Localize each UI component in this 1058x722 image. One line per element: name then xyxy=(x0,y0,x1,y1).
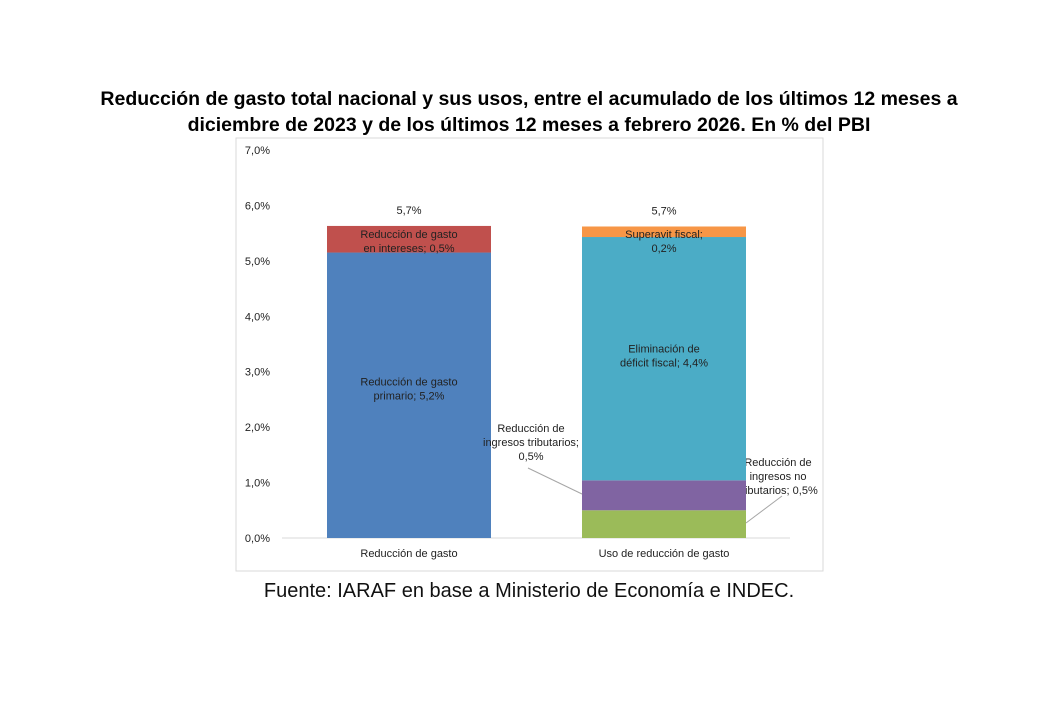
leader-line xyxy=(527,467,583,495)
y-tick-label: 6,0% xyxy=(245,200,270,212)
data-label: ingresos tributarios; xyxy=(483,437,579,449)
data-label: 0,2% xyxy=(651,243,676,255)
x-tick-label: Reducción de gasto xyxy=(360,548,457,560)
data-label: Reducción de gasto xyxy=(360,229,457,241)
y-tick-label: 4,0% xyxy=(245,311,270,323)
data-label: Eliminación de xyxy=(628,343,700,355)
data-label: Reducción de xyxy=(744,457,811,469)
bar-segment xyxy=(327,225,491,253)
y-tick-label: 7,0% xyxy=(245,145,270,157)
chart-title-line-1: Reducción de gasto total nacional y sus … xyxy=(100,88,958,110)
bar-segment xyxy=(582,510,746,538)
x-tick-label: Uso de reducción de gasto xyxy=(599,548,730,560)
y-tick-label: 1,0% xyxy=(245,478,270,490)
data-label: ingresos no xyxy=(750,471,807,483)
data-label: 0,5% xyxy=(518,451,543,463)
y-tick-label: 2,0% xyxy=(245,422,270,434)
leader-line xyxy=(745,495,783,524)
data-label: Reducción de gasto xyxy=(360,377,457,389)
bar-segment xyxy=(327,252,491,539)
source-note: Fuente: IARAF en base a Ministerio de Ec… xyxy=(263,580,795,602)
total-label: 5,7% xyxy=(396,205,421,217)
chart-title-line-2: diciembre de 2023 y de los últimos 12 me… xyxy=(187,114,871,136)
y-tick-label: 0,0% xyxy=(245,533,270,545)
bar-segment xyxy=(582,237,746,481)
total-label: 5,7% xyxy=(651,205,676,217)
y-tick-label: 3,0% xyxy=(245,367,270,379)
data-label: en intereses; 0,5% xyxy=(363,243,454,255)
data-label: Reducción de xyxy=(497,423,564,435)
bar-segment xyxy=(582,226,746,238)
data-label: primario; 5,2% xyxy=(374,391,445,403)
data-label: Superavit fiscal; xyxy=(625,229,703,241)
data-label: déficit fiscal; 4,4% xyxy=(620,357,708,369)
data-label: tributarios; 0,5% xyxy=(738,485,818,497)
bar-segment xyxy=(582,480,746,511)
y-tick-label: 5,0% xyxy=(245,256,270,268)
